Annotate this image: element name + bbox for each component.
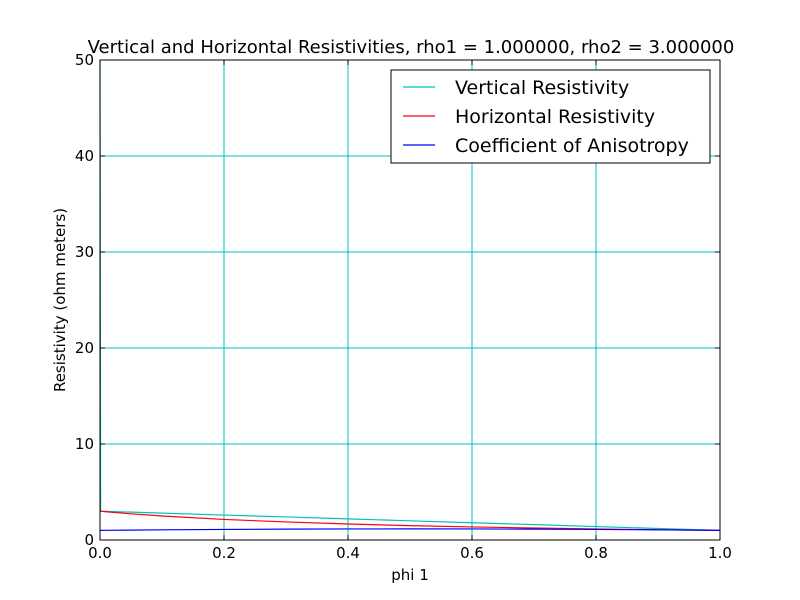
x-tick-label: 0.4 [336, 544, 360, 562]
x-tick-label: 0.6 [460, 544, 484, 562]
chart-title: Vertical and Horizontal Resistivities, r… [88, 37, 735, 58]
x-tick-label: 1.0 [708, 544, 732, 562]
legend: Vertical Resistivity Horizontal Resistivi… [390, 69, 711, 164]
y-axis-label: Resistivity (ohm meters) [51, 208, 69, 392]
legend-label: Coefficient of Anisotropy [455, 135, 689, 157]
y-tick-label: 10 [75, 435, 94, 453]
series-lines [99, 59, 721, 532]
y-tick-label: 20 [75, 339, 94, 357]
x-tick-label: 0.8 [584, 544, 608, 562]
legend-label: Vertical Resistivity [455, 77, 629, 99]
y-tick-label: 30 [75, 243, 94, 261]
y-tick-label: 0 [84, 531, 94, 549]
legend-label: Horizontal Resistivity [455, 106, 655, 128]
x-axis-label: phi 1 [391, 566, 429, 584]
series-line-coefficient-of-anisotropy [100, 528, 721, 532]
x-tick-label: 0.2 [212, 544, 236, 562]
ticks: 0.0 0.2 0.4 0.6 0.8 1.0 0 10 20 30 40 50 [75, 51, 732, 562]
y-tick-label: 50 [75, 51, 94, 69]
plot-frame [99, 59, 721, 541]
y-tick-label: 40 [75, 147, 94, 165]
legend-box [390, 69, 711, 164]
x-tick-label: 0.0 [88, 544, 112, 562]
